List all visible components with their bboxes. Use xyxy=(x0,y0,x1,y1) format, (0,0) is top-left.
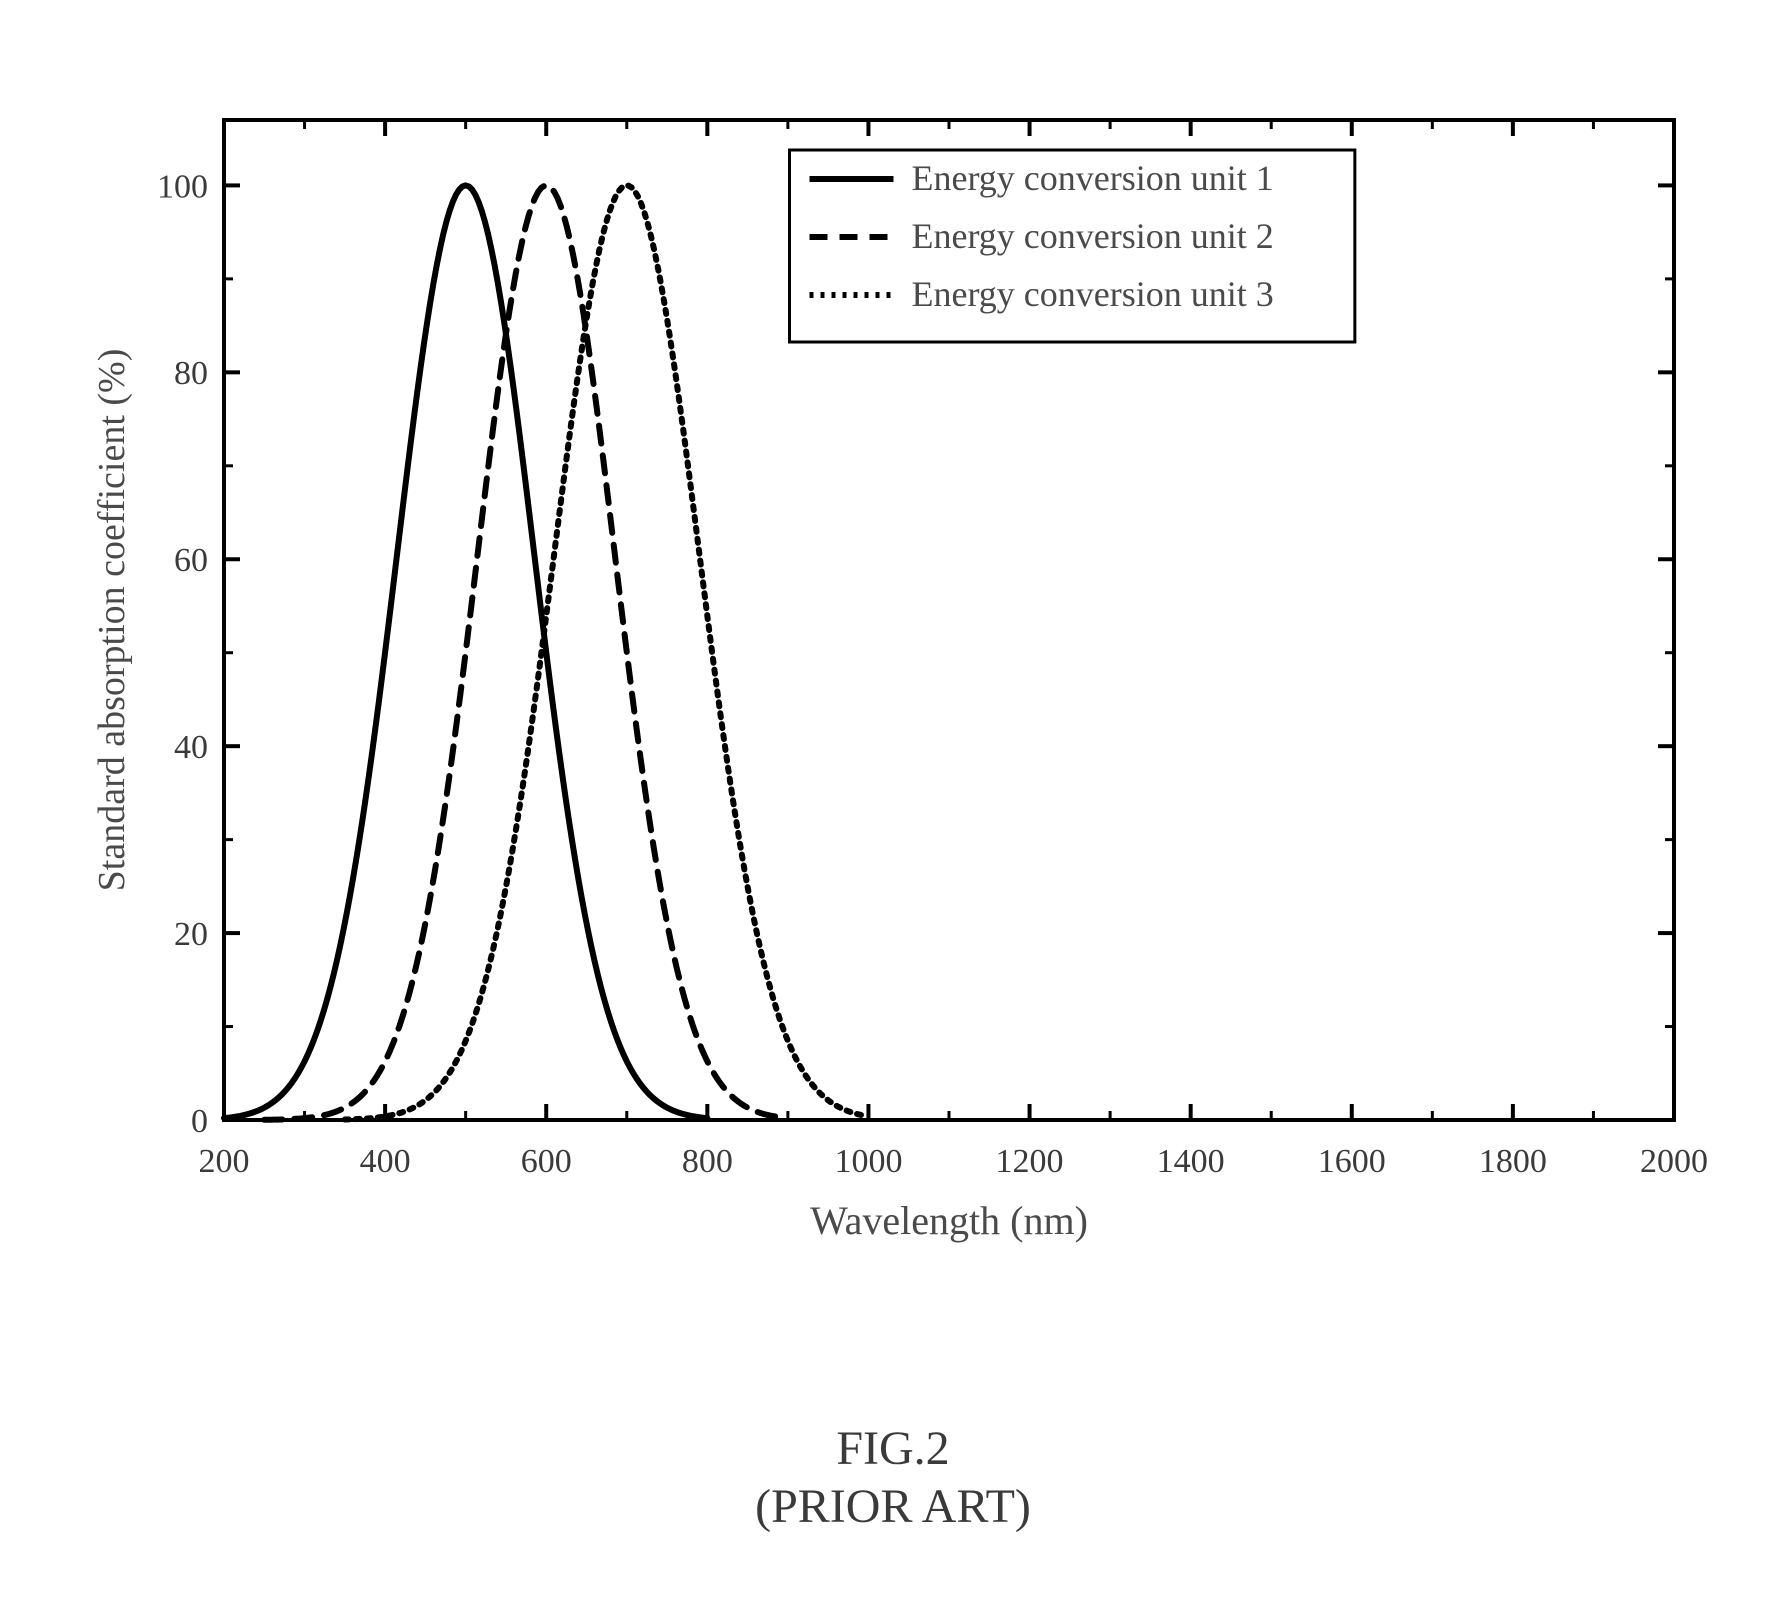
figure-container: 200400600800100012001400160018002000Wave… xyxy=(0,0,1786,1612)
caption-line-2: (PRIOR ART) xyxy=(0,1478,1786,1536)
svg-text:0: 0 xyxy=(191,1103,208,1140)
svg-text:1400: 1400 xyxy=(1157,1143,1225,1180)
svg-text:Standard absorption coefficien: Standard absorption coefficient (%) xyxy=(91,349,133,892)
svg-text:Energy conversion unit 1: Energy conversion unit 1 xyxy=(912,158,1274,198)
svg-text:200: 200 xyxy=(199,1143,250,1180)
svg-text:400: 400 xyxy=(360,1143,411,1180)
figure-caption: FIG.2 (PRIOR ART) xyxy=(0,1420,1786,1535)
svg-text:2000: 2000 xyxy=(1640,1143,1708,1180)
svg-text:100: 100 xyxy=(157,168,208,205)
svg-text:Energy conversion unit 3: Energy conversion unit 3 xyxy=(912,274,1274,314)
svg-text:80: 80 xyxy=(174,355,208,392)
svg-text:1600: 1600 xyxy=(1318,1143,1386,1180)
svg-text:1000: 1000 xyxy=(834,1143,902,1180)
svg-text:20: 20 xyxy=(174,916,208,953)
svg-text:1800: 1800 xyxy=(1479,1143,1547,1180)
svg-text:1200: 1200 xyxy=(996,1143,1064,1180)
svg-text:Energy conversion unit 2: Energy conversion unit 2 xyxy=(912,216,1274,256)
svg-text:60: 60 xyxy=(174,542,208,579)
svg-text:800: 800 xyxy=(682,1143,733,1180)
caption-line-1: FIG.2 xyxy=(0,1420,1786,1478)
svg-text:Wavelength (nm): Wavelength (nm) xyxy=(810,1198,1088,1243)
svg-text:40: 40 xyxy=(174,729,208,766)
svg-text:600: 600 xyxy=(521,1143,572,1180)
absorption-chart: 200400600800100012001400160018002000Wave… xyxy=(0,0,1786,1612)
